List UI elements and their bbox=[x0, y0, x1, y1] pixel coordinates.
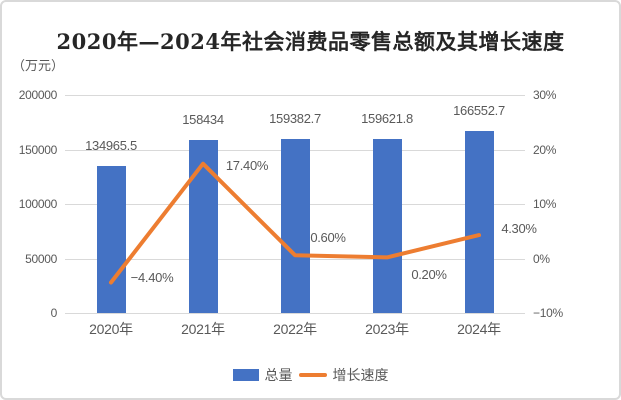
legend-bar-label: 总量 bbox=[264, 367, 293, 383]
legend: 总量 增长速度 bbox=[2, 365, 619, 385]
growth-point-label: 0.60% bbox=[310, 230, 346, 246]
gridline bbox=[65, 95, 525, 96]
legend-line-swatch-icon bbox=[298, 373, 327, 377]
x-axis-label: 2023年 bbox=[365, 321, 409, 337]
left-axis-tick-label: 50000 bbox=[25, 251, 57, 266]
left-axis-tick-label: 200000 bbox=[18, 88, 58, 102]
gridline bbox=[65, 313, 525, 314]
growth-point-label: 4.30% bbox=[501, 221, 537, 237]
bar bbox=[188, 140, 218, 313]
left-axis-tick-label: 0 bbox=[50, 306, 58, 320]
x-axis-label: 2020年 bbox=[89, 321, 133, 337]
growth-point-label: −4.40% bbox=[130, 270, 174, 286]
bar bbox=[96, 165, 126, 313]
legend-line-label: 增长速度 bbox=[332, 367, 389, 383]
right-axis-tick-label: 30% bbox=[533, 88, 557, 102]
left-axis-tick-label: 150000 bbox=[18, 142, 58, 157]
x-axis-label: 2021年 bbox=[181, 321, 225, 337]
bar bbox=[464, 131, 494, 313]
x-axis-label: 2024年 bbox=[457, 321, 501, 337]
legend-item-growth: 增长速度 bbox=[298, 365, 389, 385]
growth-point-label: 0.20% bbox=[411, 267, 447, 283]
growth-point-label: 17.40% bbox=[225, 157, 269, 173]
bar-value-label: 159621.8 bbox=[361, 111, 413, 126]
x-axis-label: 2022年 bbox=[273, 321, 317, 337]
right-axis-tick-label: 0% bbox=[533, 251, 550, 266]
bar-value-label: 158434 bbox=[182, 112, 224, 128]
bar-value-label: 166552.7 bbox=[453, 103, 505, 119]
bar-value-label: 159382.7 bbox=[269, 111, 321, 127]
bar bbox=[280, 139, 310, 313]
legend-item-total: 总量 bbox=[232, 365, 293, 385]
legend-bar-swatch-icon bbox=[232, 369, 259, 381]
right-axis-tick-label: 20% bbox=[533, 142, 557, 157]
left-axis-tick-label: 100000 bbox=[18, 197, 58, 211]
bar bbox=[372, 139, 402, 313]
bar-value-label: 134965.5 bbox=[85, 137, 137, 153]
left-axis-unit-label: （万元） bbox=[12, 59, 65, 74]
right-axis-tick-label: −10% bbox=[533, 306, 563, 320]
right-axis-tick-label: 10% bbox=[533, 197, 557, 211]
chart-title: 2020年—2024年社会消费品零售总额及其增长速度 bbox=[56, 29, 565, 54]
